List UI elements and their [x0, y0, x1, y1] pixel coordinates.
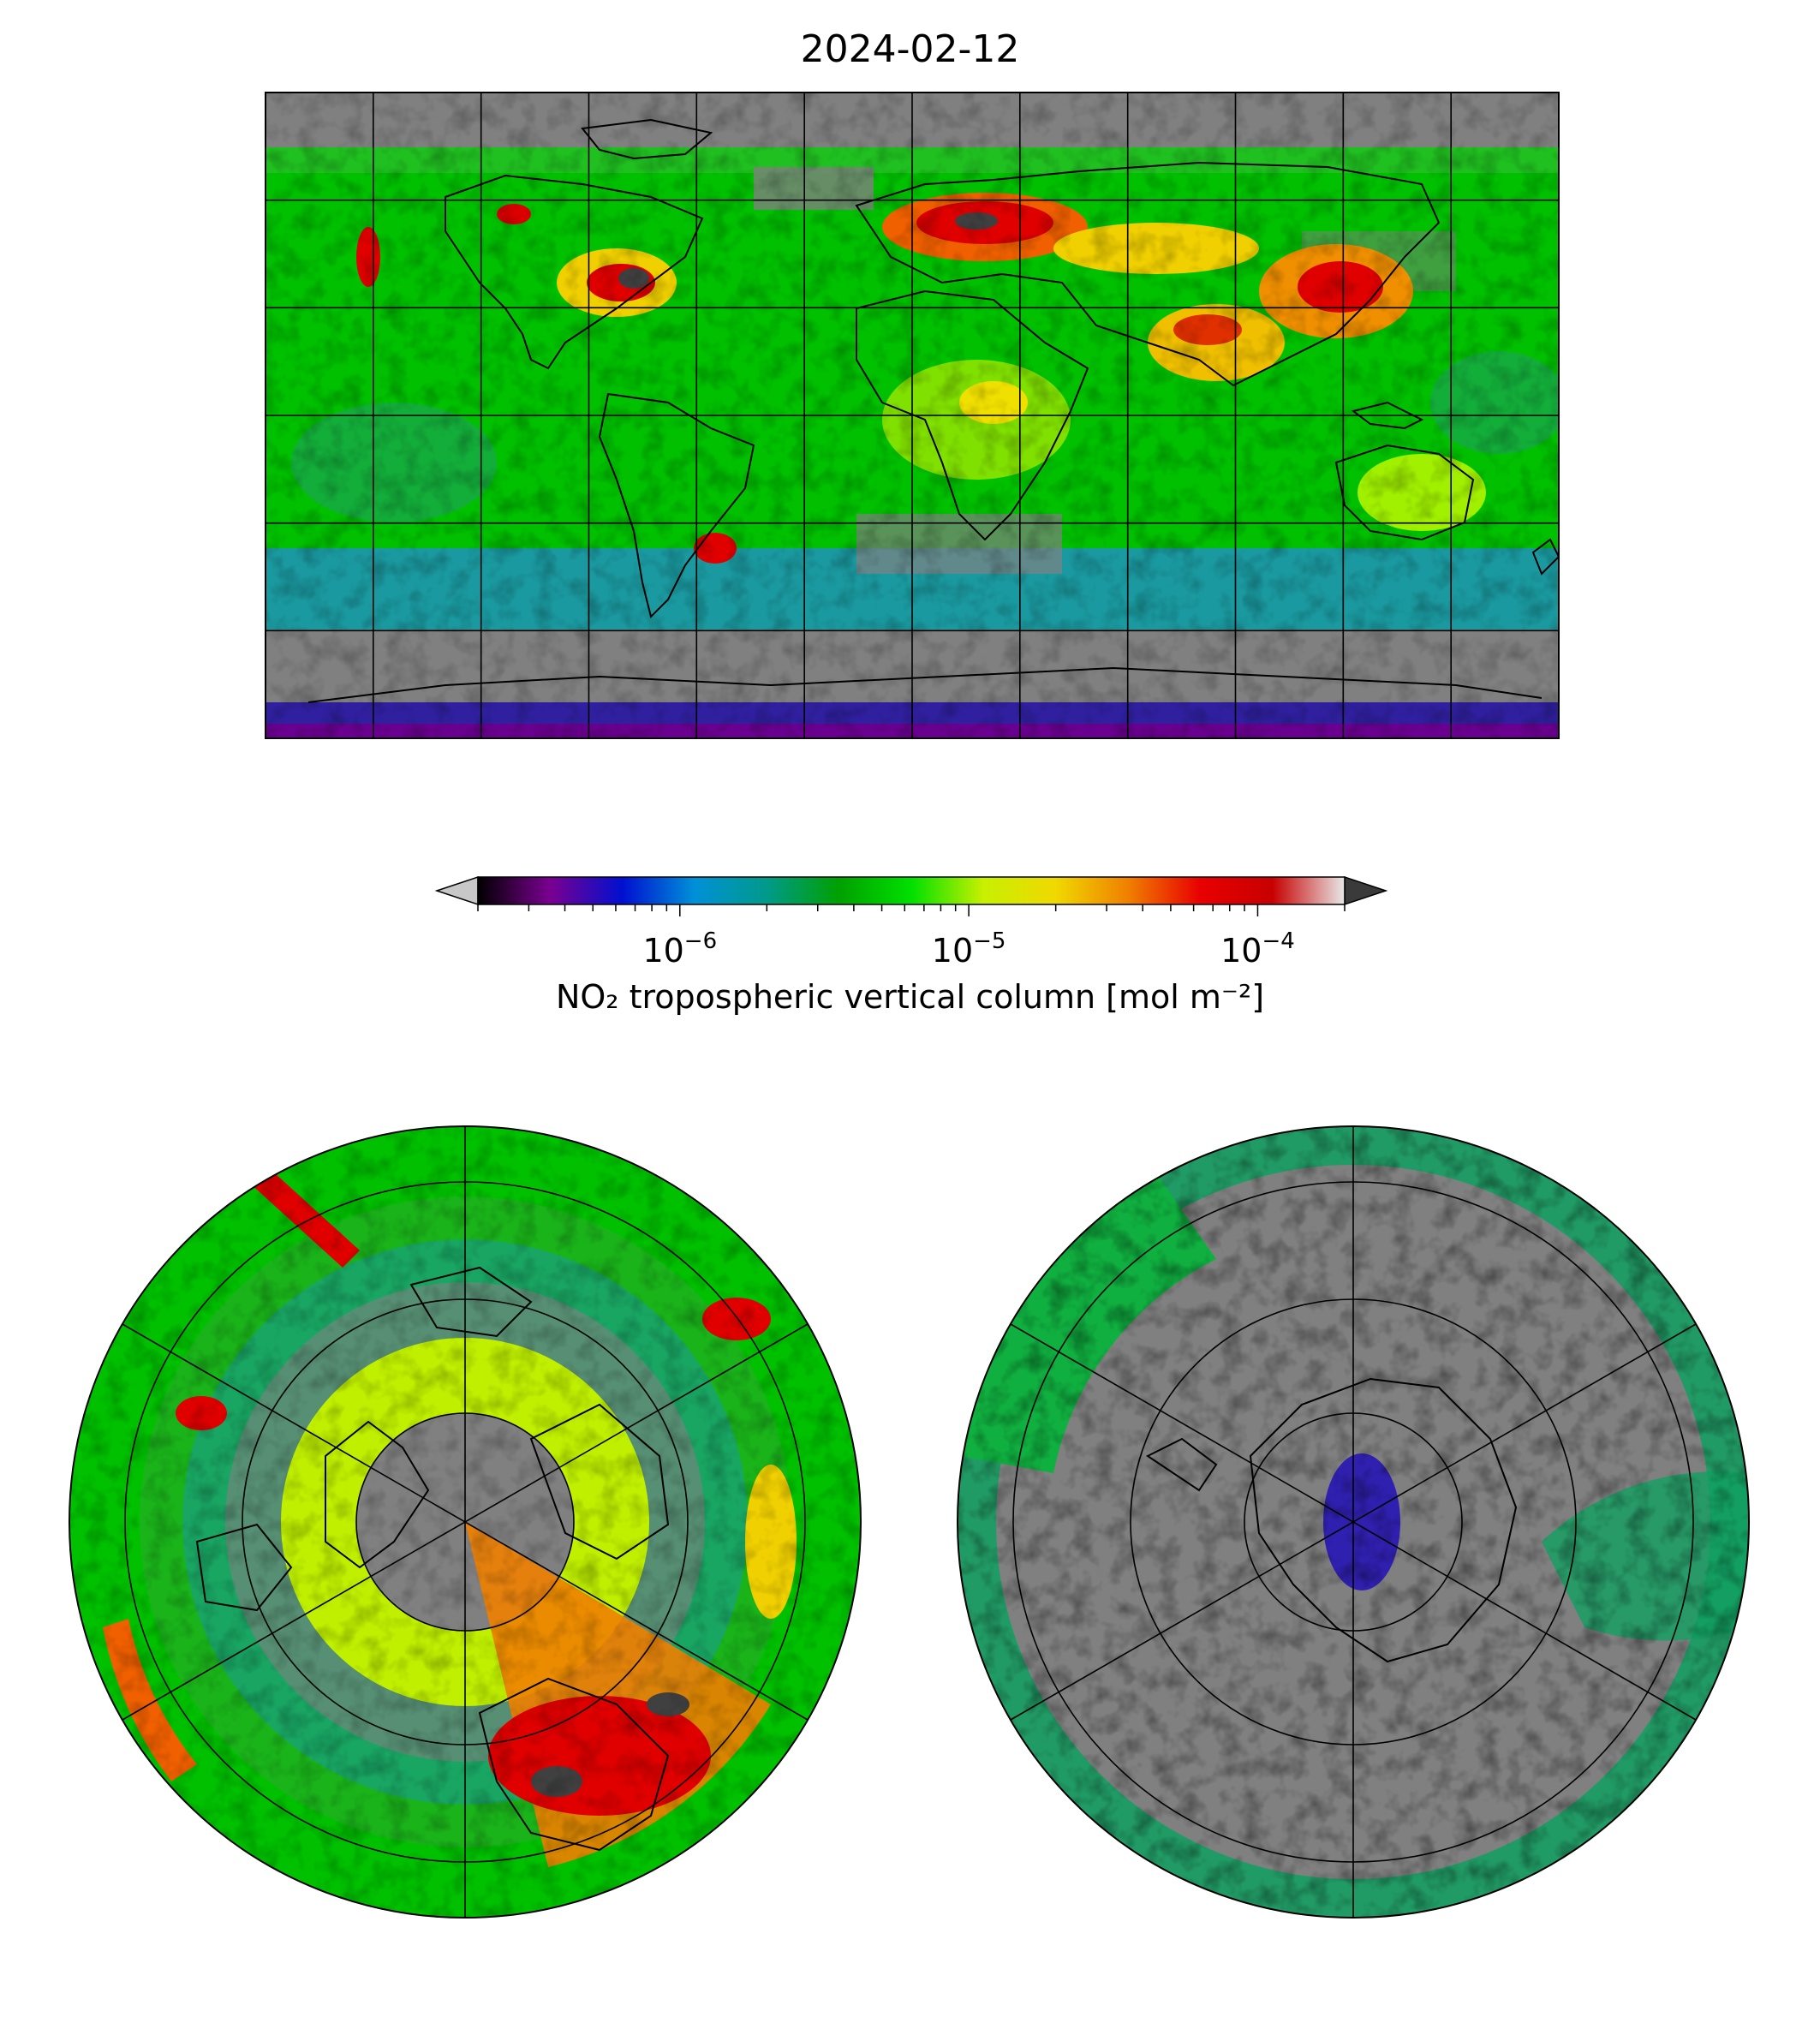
- colorbar-tick-label: 10−6: [642, 928, 718, 970]
- global-map: [266, 92, 1559, 738]
- colorbar-tick-label: 10−4: [1220, 928, 1295, 970]
- north-polar-map: [69, 1126, 861, 1918]
- coastlines: [307, 118, 1559, 703]
- colorbar-tick-label: 10−5: [931, 928, 1006, 970]
- south-gridlines: [1010, 1126, 1697, 1918]
- colorbar: [434, 875, 1388, 916]
- south-polar-map: [958, 1126, 1749, 1918]
- colorbar-body: [477, 876, 1346, 905]
- colorbar-label: NO₂ tropospheric vertical column [mol m⁻…: [555, 978, 1265, 1016]
- south-polar-frame: [957, 1125, 1750, 1919]
- north-coastlines: [195, 1266, 670, 1852]
- global-gridlines: [266, 92, 1559, 738]
- north-polar-frame: [69, 1125, 862, 1919]
- colorbar-under-extension: [434, 875, 479, 906]
- north-gridlines: [122, 1126, 809, 1918]
- colorbar-ticks: [477, 904, 1346, 916]
- global-map-frame: [265, 92, 1560, 739]
- figure-title: 2024-02-12: [800, 27, 1020, 71]
- antarctica-coastline: [1146, 1377, 1518, 1663]
- colorbar-over-extension: [1344, 875, 1388, 906]
